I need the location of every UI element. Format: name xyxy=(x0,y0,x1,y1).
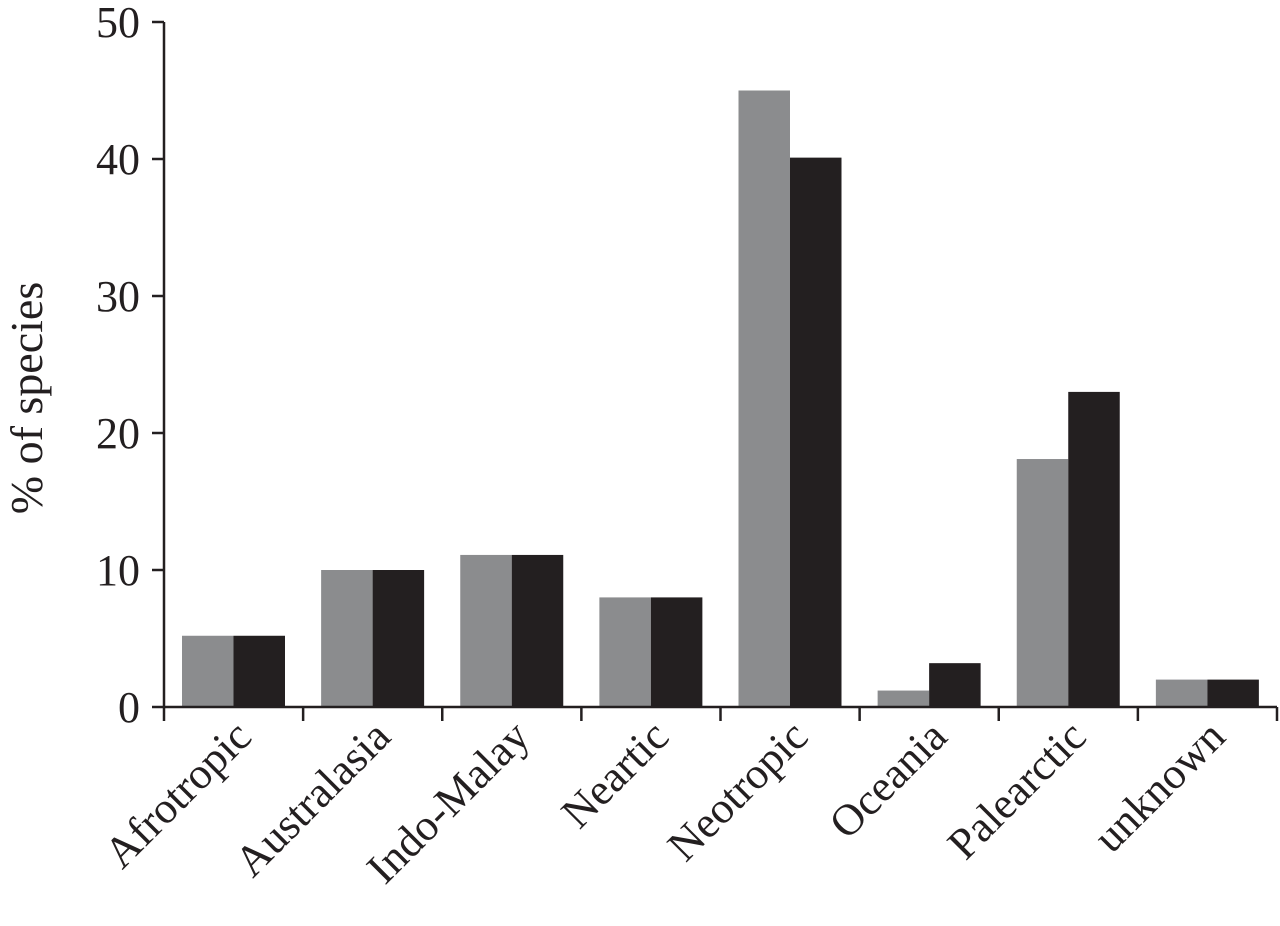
y-tick-label: 20 xyxy=(96,409,140,458)
bar-black-neartic xyxy=(650,597,703,707)
bar-gray-australasia xyxy=(321,570,373,707)
bar-black-palearctic xyxy=(1068,391,1120,707)
bar-black-indo-malay xyxy=(511,554,564,707)
bar-gray-afrotropic xyxy=(182,635,234,707)
bar-gray-unknown xyxy=(1155,679,1208,707)
x-ticks-group xyxy=(162,707,1279,721)
category-label: unknown xyxy=(1084,711,1234,861)
y-axis-title: % of species xyxy=(1,282,52,514)
category-label: Oceania xyxy=(820,711,957,848)
category-label: Neartic xyxy=(552,711,678,837)
bar-black-neotropic xyxy=(790,157,842,707)
y-tick-label: 30 xyxy=(96,272,140,321)
bar-black-oceania xyxy=(929,663,981,707)
y-tick-label: 10 xyxy=(96,546,140,595)
bar-black-australasia xyxy=(372,570,425,707)
category-label: Palearctic xyxy=(938,711,1095,868)
bar-gray-indo-malay xyxy=(460,554,512,707)
bar-black-unknown xyxy=(1207,679,1259,707)
bar-gray-palearctic xyxy=(1016,459,1069,707)
bar-black-afrotropic xyxy=(233,635,285,707)
bar-gray-neartic xyxy=(599,597,651,707)
y-tick-label: 0 xyxy=(118,683,140,732)
y-ticks-group: 0 10 20 30 40 50 xyxy=(96,0,164,732)
y-tick-label: 40 xyxy=(96,135,140,184)
bars-group xyxy=(182,90,1259,707)
category-label: Neotropic xyxy=(658,711,817,870)
y-tick-label: 50 xyxy=(96,0,140,47)
bar-gray-neotropic xyxy=(738,90,790,707)
bar-gray-oceania xyxy=(877,690,930,707)
